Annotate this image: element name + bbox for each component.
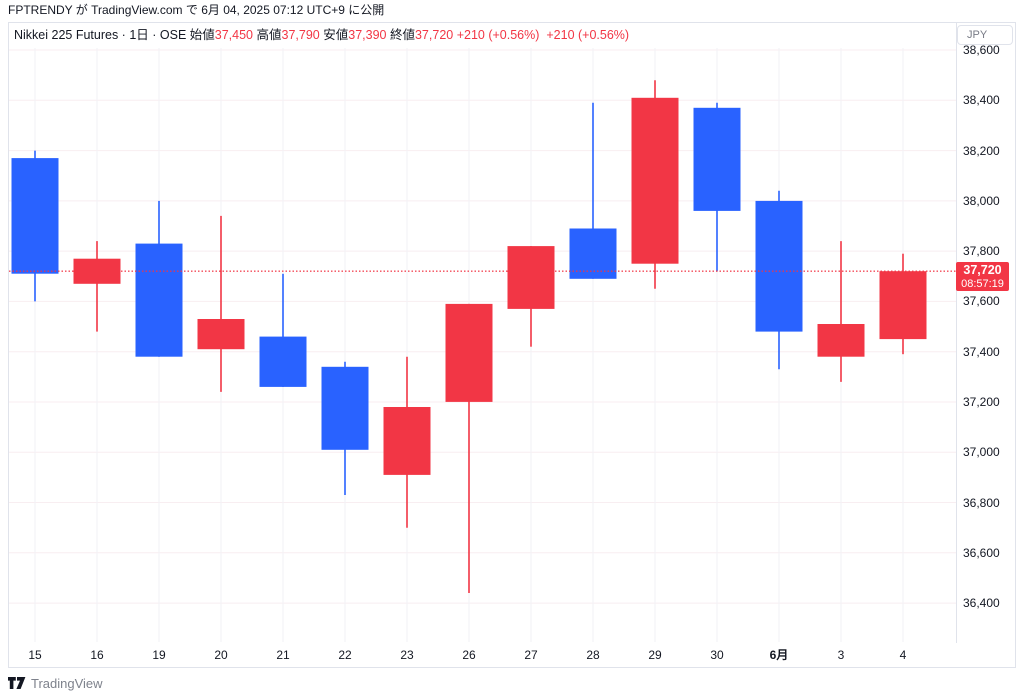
time-tick-label: 15 (28, 648, 42, 662)
publication-datetime: 6月 04, 2025 07:12 UTC+9 に公開 (201, 3, 385, 17)
close-value: 37,720 (414, 28, 454, 42)
time-tick-label: 20 (214, 648, 228, 662)
time-tick-label: 6月 (769, 648, 789, 662)
candle-30[interactable] (693, 102, 741, 272)
candle-body (879, 271, 927, 340)
candle-body (259, 336, 307, 387)
price-tick-label: 37,400 (963, 345, 1000, 359)
candle-body (631, 97, 679, 264)
candlestick-plot-area[interactable] (9, 47, 956, 643)
candle-15[interactable] (11, 150, 59, 302)
price-axis[interactable]: 38,600 38,400 38,200 38,000 37,800 37,600 37,4… (956, 23, 1016, 643)
low-label: 安値 (323, 28, 349, 42)
chart-legend: Nikkei 225 Futures · 1日 · OSE 始値37,450 高… (14, 23, 629, 48)
time-tick-label: 22 (338, 648, 352, 662)
time-tick-label: 3 (837, 648, 845, 662)
symbol-title[interactable]: Nikkei 225 Futures · 1日 · OSE (14, 28, 187, 42)
tradingview-attribution-link[interactable]: TradingView (8, 673, 103, 693)
currency-badge: JPY (957, 25, 1013, 45)
candle-23[interactable] (383, 356, 431, 528)
candle-body (817, 324, 865, 357)
candle-3[interactable] (817, 241, 865, 382)
time-tick-label: 30 (710, 648, 724, 662)
time-axis[interactable]: 15 16 19 20 21 22 23 26 27 28 29 30 6月 3 4 (9, 644, 956, 667)
price-tick-label: 37,800 (963, 244, 1000, 258)
candle-28[interactable] (569, 102, 617, 279)
time-tick-label: 29 (648, 648, 662, 662)
candle-6月[interactable] (755, 190, 803, 370)
price-tick-label: 36,600 (963, 546, 1000, 560)
publication-particle: で (182, 3, 202, 17)
price-tick-label: 37,600 (963, 294, 1000, 308)
change-from-settlement-value: +210 (+0.56%) (546, 28, 630, 42)
price-tick-label: 37,000 (963, 445, 1000, 459)
close-label: 終値 (389, 28, 415, 42)
high-value: 37,790 (281, 28, 320, 42)
price-axis-separator (956, 23, 957, 643)
current-price-value: 37,720 (963, 263, 1002, 277)
candle-body (321, 366, 369, 450)
publication-particle: が (72, 3, 92, 17)
time-tick-label: 23 (400, 648, 414, 662)
current-price-label: 37,720 08:57:19 (956, 262, 1009, 291)
candle-body (11, 158, 59, 274)
price-tick-label: 38,000 (963, 194, 1000, 208)
high-label: 高値 (256, 28, 282, 42)
publisher-username-link[interactable]: FPTRENDY (8, 3, 73, 17)
candle-26[interactable] (445, 303, 493, 593)
tradingview-logo-text: TradingView (31, 675, 103, 691)
price-tick-label: 38,600 (963, 43, 1000, 57)
time-tick-label: 4 (899, 648, 907, 662)
price-tick-label: 37,200 (963, 395, 1000, 409)
time-tick-label: 21 (276, 648, 290, 662)
open-value: 37,450 (214, 28, 254, 42)
price-tick-label: 36,400 (963, 596, 1000, 610)
candle-22[interactable] (321, 361, 369, 495)
candle-20[interactable] (197, 215, 245, 392)
time-tick-label: 16 (90, 648, 104, 662)
candle-body (383, 407, 431, 475)
candle-body (445, 303, 493, 402)
candle-body (197, 319, 245, 350)
candle-21[interactable] (259, 273, 307, 387)
price-tick-label: 36,800 (963, 496, 1000, 510)
time-tick-label: 19 (152, 648, 166, 662)
price-tick-label: 38,400 (963, 93, 1000, 107)
bar-countdown-timer: 08:57:19 (961, 278, 1004, 290)
time-tick-label: 27 (524, 648, 538, 662)
candle-4[interactable] (879, 253, 927, 355)
candle-19[interactable] (135, 200, 183, 357)
candle-body (569, 228, 617, 279)
price-tick-label: 38,200 (963, 144, 1000, 158)
candle-body (693, 107, 741, 211)
time-tick-label: 28 (586, 648, 600, 662)
candle-body (135, 243, 183, 357)
time-tick-label: 26 (462, 648, 476, 662)
currency-label: JPY (967, 29, 988, 41)
candle-body (507, 246, 555, 309)
open-label: 始値 (189, 28, 215, 42)
candle-body (755, 200, 803, 332)
change-value: +210 (+0.56%) (456, 28, 540, 42)
tradingview-site-link[interactable]: TradingView.com (91, 3, 183, 17)
publication-bar: FPTRENDY が TradingView.com で 6月 04, 2025… (8, 0, 384, 21)
low-value: 37,390 (348, 28, 387, 42)
candle-16[interactable] (73, 241, 121, 332)
candle-27[interactable] (507, 246, 555, 347)
candle-29[interactable] (631, 80, 679, 289)
tradingview-logo-icon (8, 677, 26, 689)
